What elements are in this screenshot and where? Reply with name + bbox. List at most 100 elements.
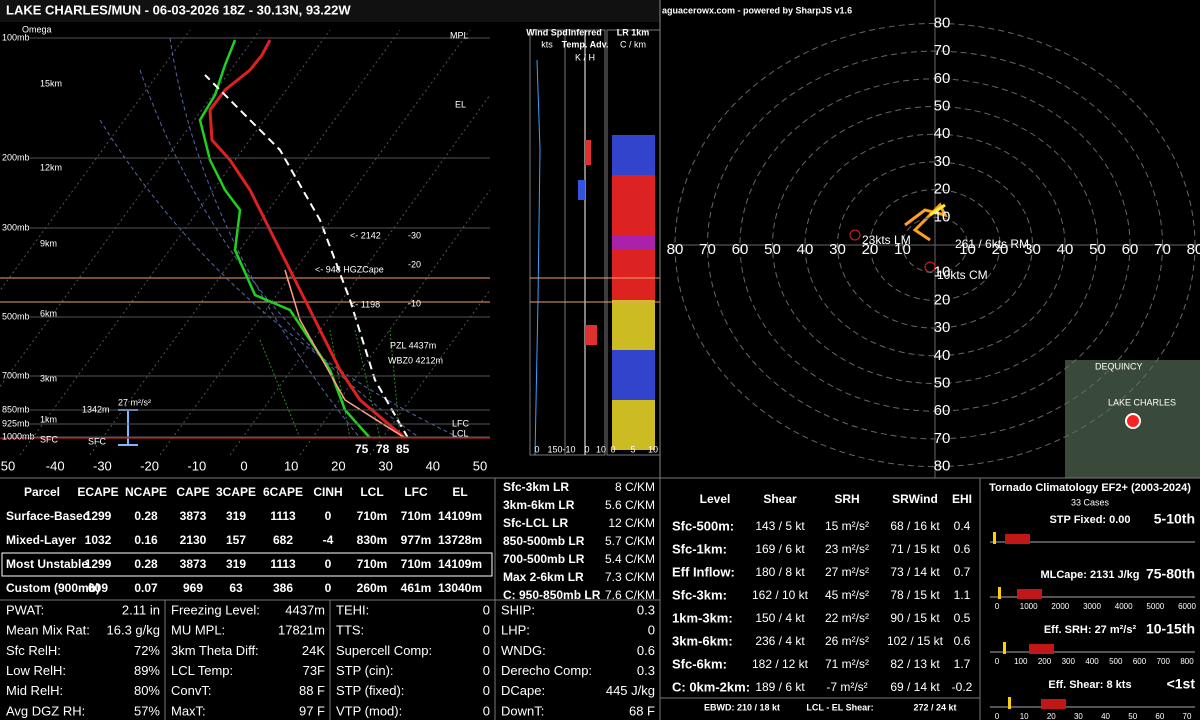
clim-box bbox=[1029, 644, 1054, 654]
parcel-cell: Custom (900mb) bbox=[6, 581, 100, 595]
panel-decor bbox=[529, 29, 661, 456]
hodo-label: 80 bbox=[1187, 241, 1200, 258]
height-label: 9km bbox=[40, 238, 57, 248]
index-label: Mean Mix Rat: bbox=[6, 623, 90, 638]
clim-tick: 60 bbox=[1155, 712, 1164, 720]
shear-cell: 1.1 bbox=[954, 588, 971, 602]
shear-cell: 150 / 4 kt bbox=[755, 611, 805, 625]
panel-tick: 5 bbox=[630, 444, 635, 454]
panel-title: Inferred bbox=[568, 27, 602, 37]
temp-label: -40 bbox=[46, 458, 65, 473]
index-value: 0 bbox=[483, 643, 490, 658]
hodo-label: 40 bbox=[934, 347, 951, 364]
pressure-label: 850mb bbox=[2, 404, 30, 414]
skewt-annotation: -30 bbox=[408, 230, 421, 240]
shear-cell: 0.5 bbox=[954, 611, 971, 625]
shear-footer: 272 / 24 kt bbox=[913, 702, 956, 712]
parcel-cell: 461m bbox=[401, 581, 432, 595]
index-value: 89% bbox=[134, 663, 160, 678]
panel-title: Wind Spd bbox=[526, 27, 567, 37]
hodo-label: 10 bbox=[934, 208, 951, 225]
height-label: 6km bbox=[40, 308, 57, 318]
parcel-cell: 13040m bbox=[438, 581, 482, 595]
parcel-header: NCAPE bbox=[125, 485, 167, 499]
shear-cell: 102 / 15 kt bbox=[887, 634, 944, 648]
index-value: 73F bbox=[303, 663, 325, 678]
skewt-annotation: SFC bbox=[88, 436, 107, 446]
shear-cell: 0.7 bbox=[954, 565, 971, 579]
index-label: SHIP: bbox=[501, 602, 535, 617]
index-label: MU MPL: bbox=[171, 623, 225, 638]
panel-tick: -10 bbox=[562, 444, 575, 454]
panel-title: Temp. Adv. bbox=[562, 39, 609, 49]
parcel-cell: 710m bbox=[401, 509, 432, 523]
shear-cell: 162 / 10 kt bbox=[752, 588, 809, 602]
parcel-cell: 830m bbox=[357, 533, 388, 547]
index-label: 3km Theta Diff: bbox=[171, 643, 259, 658]
clim-tick: 0 bbox=[995, 602, 1000, 611]
pressure-label: 925mb bbox=[2, 418, 30, 428]
hodo-ring bbox=[902, 216, 968, 274]
index-label: LHP: bbox=[501, 623, 530, 638]
hodo-ring bbox=[739, 78, 1131, 412]
index-label: Supercell Comp: bbox=[336, 643, 432, 658]
clim-tick: 600 bbox=[1133, 657, 1147, 666]
lapse-label: 700-500mb LR bbox=[503, 552, 585, 566]
shear-cell: Eff Inflow: bbox=[672, 564, 735, 579]
parcel-cell: 710m bbox=[357, 509, 388, 523]
index-value: 4437m bbox=[285, 602, 325, 617]
panel-unit: K / H bbox=[575, 52, 595, 62]
shear-cell: 182 / 12 kt bbox=[752, 657, 809, 671]
lapse-value: 7.6 C/KM bbox=[605, 588, 655, 602]
index-label: Derecho Comp: bbox=[501, 663, 592, 678]
clim-tick: 700 bbox=[1157, 657, 1171, 666]
hodo-label: 10 bbox=[934, 264, 951, 281]
shear-header: SRH bbox=[834, 492, 859, 506]
hodograph-decor bbox=[659, 0, 1200, 478]
temp-label: 50 bbox=[1, 458, 15, 473]
skewt-annotation: EL bbox=[455, 99, 466, 109]
skewt-annotation: <- 2142 bbox=[350, 230, 381, 240]
skewt-annotation: WBZ0 4212m bbox=[388, 355, 443, 365]
clim-tick: 400 bbox=[1085, 657, 1099, 666]
panel-title: LR 1km bbox=[617, 27, 650, 37]
clim-marker bbox=[1008, 697, 1011, 709]
hodo-label: 40 bbox=[797, 241, 814, 258]
index-value: 17821m bbox=[278, 623, 325, 638]
index-label: Mid RelH: bbox=[6, 683, 63, 698]
map-label: LAKE CHARLES bbox=[1108, 397, 1176, 407]
shear-header: Level bbox=[700, 492, 731, 506]
shear-cell: 15 m²/s² bbox=[825, 519, 869, 533]
panel-tick: 0 bbox=[610, 444, 615, 454]
shear-cell: Sfc-3km: bbox=[672, 587, 727, 602]
shear-cell: 26 m²/s² bbox=[825, 634, 869, 648]
hodo-label: 70 bbox=[934, 430, 951, 447]
shear-header: SRWind bbox=[892, 492, 938, 506]
parcel-cell: 1032 bbox=[85, 533, 112, 547]
shear-cell: 73 / 14 kt bbox=[890, 565, 940, 579]
parcel-header: Parcel bbox=[24, 485, 60, 499]
lapse-label: Sfc-3km LR bbox=[503, 480, 569, 494]
temp-label: 40 bbox=[426, 458, 440, 473]
parcel-cell: Most Unstable bbox=[6, 557, 88, 571]
parcel-cell: 14109m bbox=[438, 557, 482, 571]
parcel-cell: 977m bbox=[401, 533, 432, 547]
parcel-header: 6CAPE bbox=[263, 485, 303, 499]
index-value: 0.6 bbox=[637, 643, 655, 658]
lapse-label: Sfc-LCL LR bbox=[503, 516, 568, 530]
index-value: 97 F bbox=[299, 703, 325, 718]
hodo-label: 80 bbox=[667, 241, 684, 258]
pressure-label: 500mb bbox=[2, 311, 30, 321]
parcel-cell: 0.28 bbox=[134, 557, 158, 571]
temp-label: -30 bbox=[93, 458, 112, 473]
shear-cell: 1.7 bbox=[954, 657, 971, 671]
shear-cell: 189 / 6 kt bbox=[755, 680, 805, 694]
pressure-label: 1000mb bbox=[2, 431, 35, 441]
parcel-cell: 1113 bbox=[270, 557, 296, 571]
parcel-cell: -4 bbox=[323, 533, 334, 547]
pressure-label: 300mb bbox=[2, 222, 30, 232]
clim-tick: 6000 bbox=[1178, 602, 1196, 611]
hodo-ring bbox=[837, 161, 1033, 329]
shear-cell: 22 m²/s² bbox=[825, 611, 869, 625]
